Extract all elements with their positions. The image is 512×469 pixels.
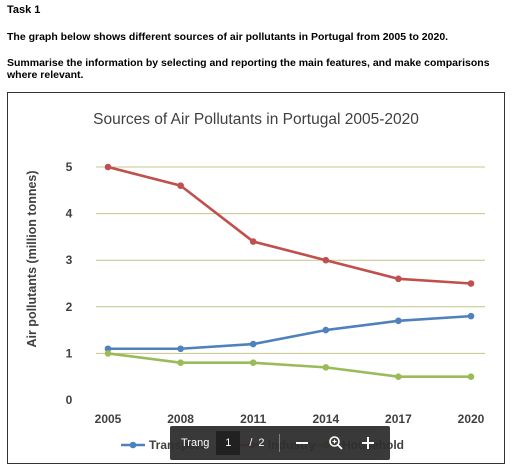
data-point <box>249 238 257 245</box>
plus-icon <box>361 437 374 449</box>
line-chart: Sources of Air Pollutants in Portugal 20… <box>25 111 485 452</box>
document-viewer-toolbar: Trang 1 / 2 <box>170 426 390 460</box>
data-point <box>467 312 475 320</box>
y-tick-label: 0 <box>66 393 73 407</box>
data-point <box>177 182 184 189</box>
x-tick-label: 2017 <box>385 412 412 426</box>
total-pages: 2 <box>258 437 265 449</box>
series-industry <box>104 163 475 287</box>
series-line <box>107 165 472 285</box>
zoom-out-button[interactable] <box>288 429 316 457</box>
minus-icon <box>295 442 308 444</box>
data-point <box>322 256 330 264</box>
x-tick-label: 2020 <box>458 412 485 426</box>
task-instruction: Summarise the information by selecting a… <box>7 57 490 81</box>
series-transport <box>104 312 475 353</box>
x-tick-label: 2008 <box>167 412 194 426</box>
toolbar-divider <box>278 434 280 452</box>
task-description: The graph below shows different sources … <box>7 31 449 43</box>
page-separator: / <box>249 437 253 449</box>
y-axis-label: Air pollutants (million tonnes) <box>25 170 39 347</box>
legend-marker <box>129 441 137 449</box>
y-tick-label: 1 <box>66 346 73 360</box>
data-point <box>104 350 112 357</box>
series-line <box>108 314 472 351</box>
data-point <box>249 340 257 348</box>
task-title: Task 1 <box>7 4 41 16</box>
y-tick-label: 5 <box>66 160 73 174</box>
current-page-input[interactable]: 1 <box>216 431 241 455</box>
data-point <box>322 326 330 334</box>
data-point <box>395 317 402 325</box>
data-point <box>104 163 112 171</box>
data-point <box>395 275 402 283</box>
data-point <box>249 359 257 367</box>
chart-frame: Sources of Air Pollutants in Portugal 20… <box>7 92 505 464</box>
data-point <box>177 359 184 367</box>
y-tick-label: 4 <box>66 207 73 221</box>
data-point <box>322 364 330 371</box>
zoom-reset-button[interactable] <box>322 429 350 457</box>
data-point <box>467 280 475 287</box>
page-label: Trang <box>181 437 210 449</box>
data-point <box>177 345 184 353</box>
data-point <box>467 373 475 381</box>
x-tick-label: 2011 <box>240 412 266 426</box>
data-point <box>104 345 112 353</box>
x-tick-label: 2005 <box>95 412 122 426</box>
data-point <box>395 373 402 381</box>
y-tick-label: 2 <box>66 300 73 314</box>
series-line <box>107 352 471 379</box>
series-household <box>104 350 475 381</box>
y-tick-label: 3 <box>66 253 73 267</box>
x-tick-label: 2014 <box>312 412 339 426</box>
zoom-in-button[interactable] <box>354 429 382 457</box>
chart-title: Sources of Air Pollutants in Portugal 20… <box>93 111 419 128</box>
zoom-magnifier-icon <box>328 436 343 450</box>
